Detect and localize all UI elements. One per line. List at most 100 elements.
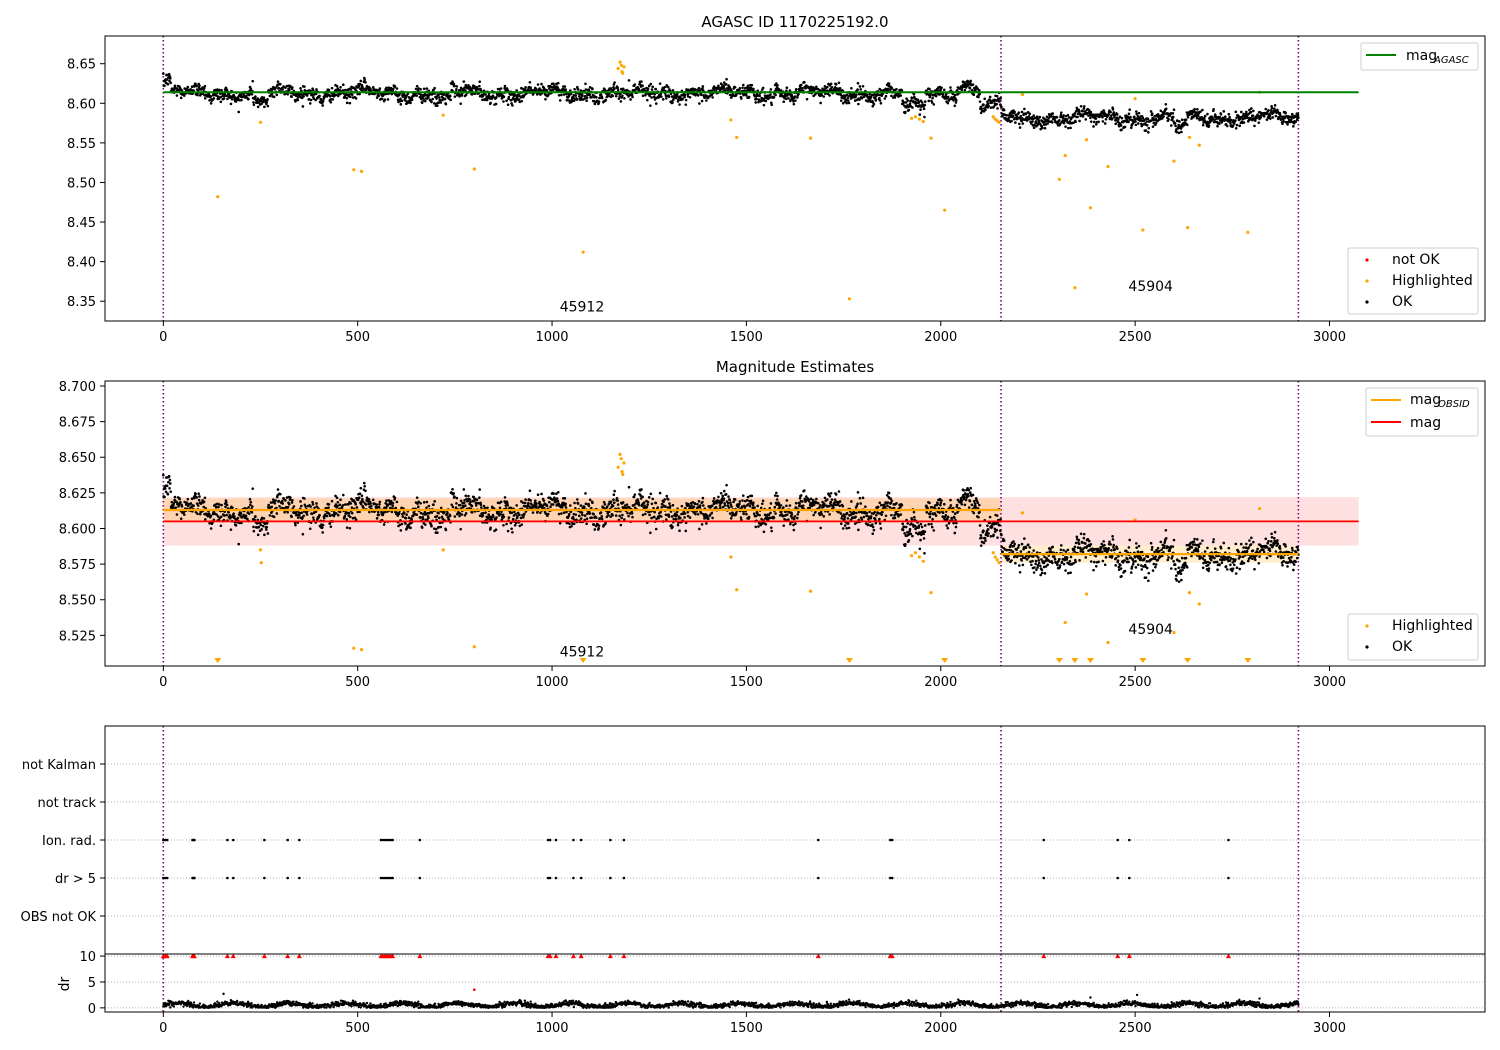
ok-point <box>281 502 284 505</box>
ok-point <box>615 496 619 500</box>
ok-point <box>858 85 862 88</box>
ok-point <box>217 88 221 92</box>
ok-point <box>776 494 779 498</box>
ok-point <box>627 79 631 82</box>
ok-point <box>537 505 540 509</box>
ok-point <box>1067 116 1071 119</box>
ok-point <box>350 506 354 510</box>
ok-point <box>969 79 973 83</box>
ok-point <box>453 84 456 87</box>
ok-point <box>646 503 649 506</box>
ok-point <box>828 494 832 498</box>
ok-point <box>535 88 538 91</box>
ok-point <box>843 515 847 519</box>
ok-point <box>196 512 199 516</box>
ok-point <box>168 478 172 482</box>
ok-point <box>721 505 725 509</box>
ok-point <box>953 104 957 108</box>
ok-point <box>822 514 826 518</box>
ok-point <box>197 498 201 502</box>
ok-point <box>613 81 616 84</box>
ok-point <box>698 527 701 531</box>
ok-point <box>1203 117 1206 120</box>
ok-point <box>856 502 859 506</box>
highlighted-point <box>581 250 585 254</box>
ok-point <box>853 93 856 96</box>
ok-point <box>857 528 860 532</box>
ok-point <box>477 502 480 505</box>
ok-point <box>225 513 228 517</box>
ok-point <box>629 98 632 101</box>
ok-point <box>419 511 423 515</box>
ok-point <box>302 514 305 518</box>
panel-agasc-legend-points: not OK Highlighted OK <box>1347 247 1479 315</box>
ok-point <box>1203 114 1207 118</box>
ok-point <box>383 510 387 514</box>
ok-point <box>249 503 252 507</box>
ok-point <box>345 96 349 100</box>
ok-point <box>861 496 865 500</box>
ok-point <box>616 499 620 502</box>
ok-point <box>1077 108 1081 112</box>
ok-point <box>989 106 993 109</box>
ok-point <box>242 513 246 517</box>
ok-point <box>1103 122 1107 125</box>
ok-point <box>254 95 257 98</box>
ok-point <box>906 531 909 534</box>
ok-point <box>1172 108 1176 112</box>
ok-point <box>1195 111 1198 114</box>
ok-point <box>360 494 364 498</box>
ok-point <box>644 512 647 516</box>
ok-point <box>1079 104 1083 108</box>
ok-point <box>576 85 579 89</box>
ok-point <box>288 498 292 501</box>
ok-point <box>180 505 184 508</box>
ok-point <box>513 523 517 527</box>
ok-point <box>404 522 407 525</box>
ok-point <box>329 525 333 528</box>
ok-point <box>887 491 891 495</box>
ok-point <box>481 93 485 97</box>
ok-point <box>336 94 340 98</box>
ok-point <box>1082 107 1086 110</box>
ok-point <box>546 93 550 97</box>
ok-point <box>853 99 857 102</box>
ok-point <box>294 100 297 103</box>
ok-point <box>336 504 339 508</box>
ok-point <box>391 501 395 505</box>
ok-point <box>564 88 567 91</box>
ok-point <box>1174 124 1177 128</box>
ok-point <box>224 505 227 509</box>
ok-point <box>263 533 266 537</box>
ok-point <box>1084 118 1088 121</box>
ok-point <box>424 523 427 526</box>
ok-point <box>321 531 324 534</box>
ok-point <box>380 97 384 101</box>
ok-point <box>1257 121 1261 124</box>
ok-point <box>920 101 924 104</box>
ok-point <box>1153 115 1156 118</box>
ok-point <box>334 512 338 515</box>
ok-point <box>810 504 814 508</box>
ok-point <box>444 528 448 532</box>
ok-point <box>364 503 368 506</box>
ok-point <box>563 497 567 500</box>
ok-point <box>1038 115 1042 119</box>
ok-point <box>209 527 213 530</box>
ok-point <box>741 494 745 497</box>
ok-point <box>339 498 342 502</box>
ok-point <box>1143 118 1146 122</box>
ok-point <box>671 101 674 104</box>
ok-point <box>893 516 897 520</box>
ok-point <box>865 511 869 515</box>
ok-point <box>1249 110 1253 114</box>
ok-point <box>756 504 759 508</box>
ok-point <box>465 497 468 501</box>
ok-point <box>579 517 583 520</box>
ok-point <box>646 500 650 504</box>
ok-point <box>636 499 640 502</box>
ok-point <box>479 503 483 507</box>
ok-point <box>899 94 903 97</box>
ok-point <box>1066 126 1070 130</box>
ok-point <box>1179 127 1183 130</box>
